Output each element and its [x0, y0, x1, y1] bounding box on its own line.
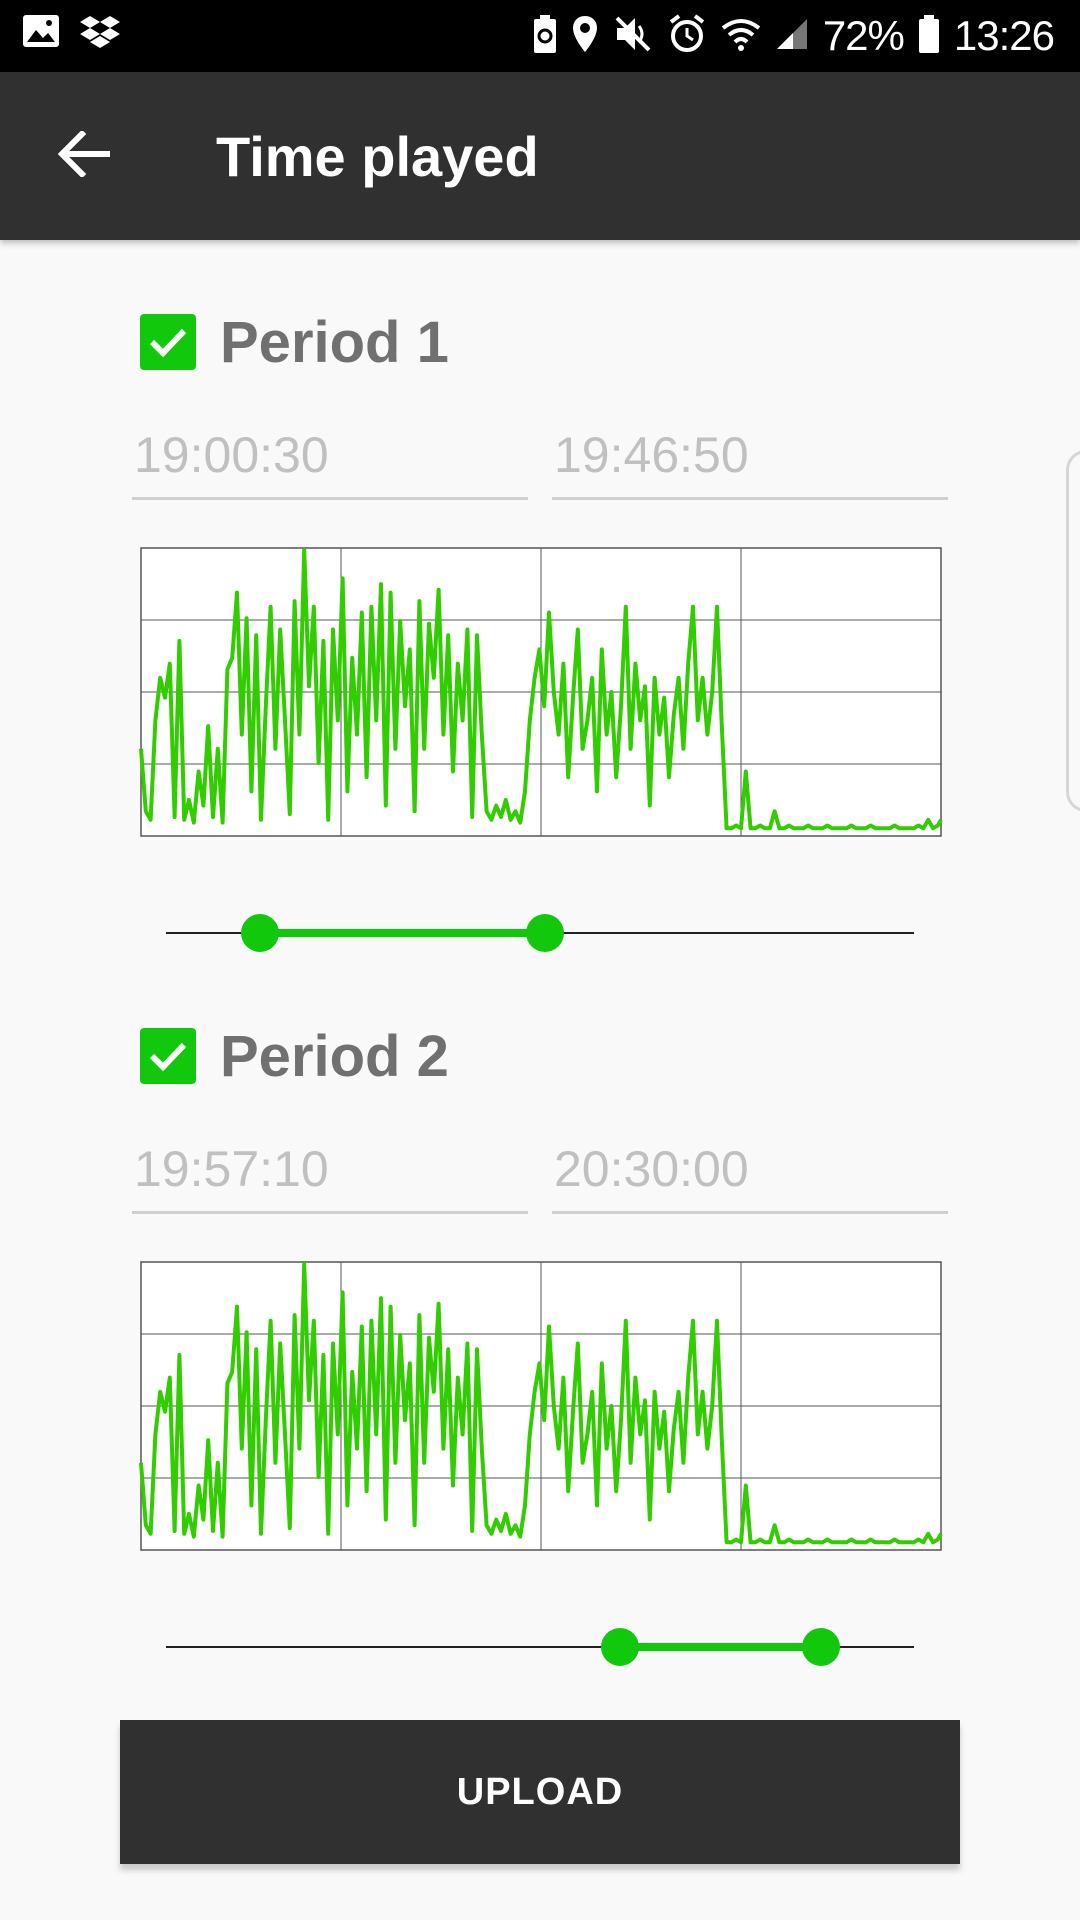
signal-icon — [775, 17, 809, 56]
period-1-chart — [139, 547, 943, 837]
battery-saver-icon — [533, 14, 557, 59]
battery-icon — [918, 14, 940, 59]
status-time: 13:26 — [953, 12, 1055, 59]
wifi-icon — [721, 16, 761, 57]
chart-series-line — [139, 1262, 943, 1545]
location-icon — [571, 14, 599, 59]
check-icon — [149, 328, 187, 358]
period-1-range-slider[interactable] — [166, 903, 914, 963]
period-1-label: Period 1 — [220, 309, 449, 375]
chart-series-line — [139, 548, 943, 831]
page-title: Time played — [216, 125, 539, 188]
app-bar: Time played — [0, 72, 1080, 240]
slider-selected-range — [620, 1643, 822, 1651]
dropbox-icon — [80, 14, 120, 53]
slider-start-thumb[interactable] — [601, 1628, 640, 1666]
mute-icon — [613, 14, 653, 59]
image-icon — [22, 14, 60, 53]
slider-track — [166, 1646, 914, 1648]
check-icon — [149, 1042, 187, 1072]
period-2-chart — [139, 1261, 943, 1551]
battery-percent: 72% — [822, 12, 905, 59]
slider-selected-range — [260, 929, 546, 937]
period-1-start-time-field[interactable]: 19:00:30 — [132, 422, 528, 500]
period-2-range-slider[interactable] — [166, 1617, 914, 1677]
slider-end-thumb[interactable] — [802, 1628, 841, 1666]
arrow-left-icon — [57, 129, 111, 182]
period-2-label: Period 2 — [220, 1023, 449, 1089]
period-2-checkbox[interactable] — [140, 1028, 196, 1084]
alarm-icon — [667, 13, 707, 59]
slider-start-thumb[interactable] — [241, 914, 280, 952]
status-bar: 72% 13:26 — [0, 0, 1080, 72]
back-button[interactable] — [44, 116, 124, 196]
edge-panel-handle[interactable] — [1066, 450, 1080, 812]
period-1-header: Period 1 — [140, 310, 449, 375]
period-2-end-time-field[interactable]: 20:30:00 — [552, 1136, 948, 1214]
period-2-header: Period 2 — [140, 1024, 449, 1089]
slider-end-thumb[interactable] — [526, 914, 565, 952]
upload-button[interactable]: UPLOAD — [120, 1720, 960, 1864]
period-2-start-time-field[interactable]: 19:57:10 — [132, 1136, 528, 1214]
period-1-checkbox[interactable] — [140, 314, 196, 370]
period-1-end-time-field[interactable]: 19:46:50 — [552, 422, 948, 500]
